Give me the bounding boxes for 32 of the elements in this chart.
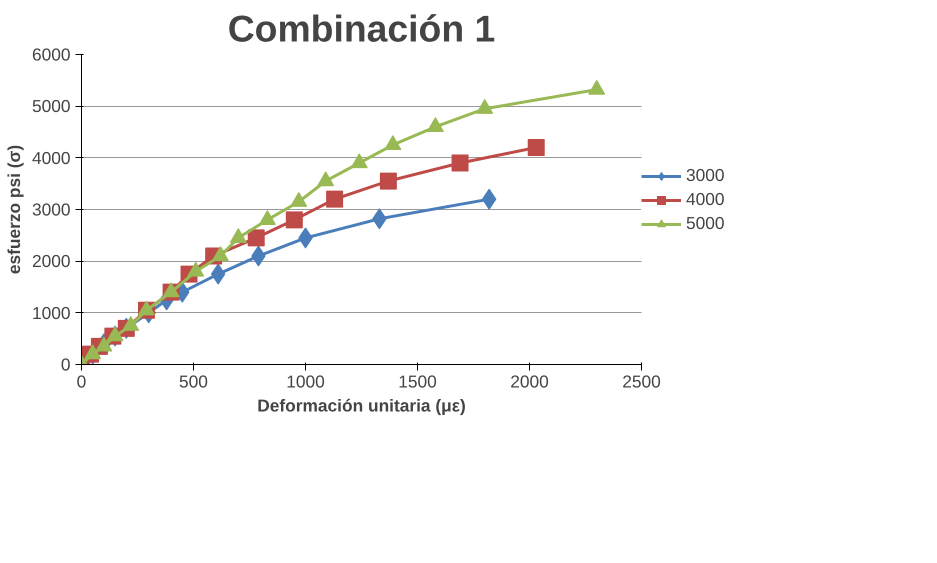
point: [251, 246, 266, 266]
legend-label: 3000: [686, 165, 725, 186]
x-tick-label: 1000: [286, 372, 325, 392]
x-tick-label: 500: [179, 372, 208, 392]
y-axis-title: esfuerzo psi (σ): [4, 144, 24, 274]
y-tick-label: 3000: [32, 200, 71, 220]
legend-label: 4000: [686, 189, 725, 210]
point: [384, 135, 402, 150]
x-axis-title: Deformación unitaria (με): [257, 396, 466, 416]
x-tick-label: 0: [76, 372, 86, 392]
y-tick-label: 2000: [32, 251, 71, 272]
point: [588, 80, 606, 95]
point: [258, 210, 276, 225]
chart-title: Combinación 1: [228, 8, 496, 50]
point: [326, 190, 344, 208]
legend-label: 5000: [686, 213, 725, 234]
x-tick-label: 2500: [622, 372, 661, 392]
point: [248, 229, 265, 246]
point: [476, 99, 494, 114]
point: [286, 211, 303, 228]
y-tick-label: 6000: [32, 44, 71, 64]
x-tick-label: 2000: [510, 372, 549, 392]
x-tick-label: 1500: [398, 372, 437, 392]
y-tick-label: 1000: [32, 302, 71, 323]
point: [290, 192, 308, 207]
y-tick-label: 5000: [32, 96, 71, 116]
point: [350, 153, 368, 168]
point: [426, 117, 444, 132]
y-tick-label: 4000: [32, 148, 71, 168]
point: [317, 171, 334, 186]
y-tick-label: 0: [60, 354, 71, 374]
point: [230, 228, 247, 244]
